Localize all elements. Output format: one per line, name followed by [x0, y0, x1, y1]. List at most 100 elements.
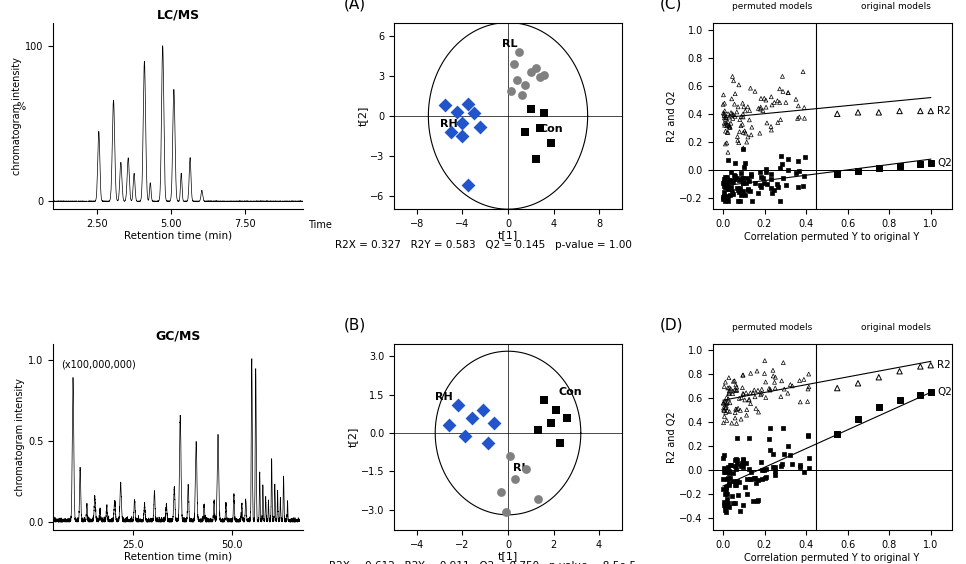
Text: (D): (D) [660, 318, 684, 332]
Point [762, 386, 778, 395]
Point [506, 59, 522, 68]
Point [717, 113, 732, 122]
Point [553, 439, 568, 448]
Point [830, 170, 845, 179]
Point [717, 175, 732, 184]
Point [721, 185, 736, 194]
Point [892, 107, 907, 116]
Point [464, 413, 479, 422]
Point [753, 103, 768, 112]
Text: permuted models: permuted models [731, 323, 812, 332]
Point [759, 118, 775, 127]
Point [735, 99, 751, 108]
Point [731, 477, 747, 486]
Point [719, 399, 734, 408]
Point [797, 153, 812, 162]
Point [719, 121, 734, 130]
Point [732, 183, 748, 192]
Point [923, 361, 938, 370]
Point [717, 173, 732, 182]
Point [764, 169, 780, 178]
Point [758, 95, 774, 104]
Point [725, 177, 741, 186]
Point [717, 464, 732, 473]
Point [735, 187, 751, 196]
Point [735, 143, 751, 152]
Point [748, 474, 763, 483]
Point [721, 148, 736, 157]
Y-axis label: R2 and Q2: R2 and Q2 [667, 411, 676, 462]
Text: Q2: Q2 [937, 158, 952, 168]
Point [724, 177, 740, 186]
Point [723, 398, 738, 407]
Point [717, 500, 732, 509]
Point [781, 88, 796, 97]
Point [759, 179, 775, 188]
Point [913, 107, 928, 116]
Point [743, 399, 758, 408]
Point [736, 162, 752, 171]
Point [720, 120, 735, 129]
Point [753, 104, 768, 113]
Point [779, 180, 794, 190]
Point [722, 389, 737, 398]
Point [722, 386, 737, 395]
Point [735, 383, 751, 392]
Point [758, 168, 774, 177]
Point [717, 406, 732, 415]
Point [777, 385, 792, 394]
Point [735, 112, 751, 121]
Point [719, 118, 734, 127]
Point [751, 386, 766, 395]
Point [729, 477, 745, 486]
Text: R2: R2 [937, 106, 951, 116]
Point [753, 181, 768, 190]
Point [758, 472, 774, 481]
Point [739, 174, 754, 183]
Point [756, 179, 772, 188]
Point [743, 369, 758, 378]
Point [720, 195, 735, 204]
Point [792, 398, 808, 407]
Point [721, 196, 736, 205]
Point [763, 174, 779, 183]
Point [781, 155, 796, 164]
Point [768, 373, 783, 382]
Point [753, 389, 769, 398]
Point [728, 380, 744, 389]
Point [716, 474, 731, 483]
Point [457, 431, 472, 440]
Y-axis label: R2 and Q2: R2 and Q2 [667, 90, 676, 142]
Point [747, 385, 762, 394]
Point [748, 392, 763, 401]
Point [800, 430, 815, 439]
Point [744, 196, 759, 205]
Point [871, 403, 887, 412]
Point [728, 404, 744, 413]
Point [751, 189, 766, 198]
Point [727, 456, 743, 465]
Point [528, 63, 544, 72]
Point [716, 418, 731, 428]
Point [734, 458, 750, 467]
Point [480, 439, 496, 448]
Point [724, 183, 739, 192]
Point [716, 399, 731, 408]
Point [739, 411, 754, 420]
Point [717, 196, 732, 205]
Point [720, 128, 735, 137]
Point [724, 94, 739, 103]
Point [727, 172, 743, 181]
Point [717, 121, 732, 130]
Point [762, 424, 778, 433]
Point [530, 426, 546, 435]
Point [722, 112, 737, 121]
Point [796, 375, 811, 384]
Text: (A): (A) [344, 0, 366, 11]
Point [776, 358, 791, 367]
Point [514, 90, 529, 99]
Point [718, 139, 733, 148]
Point [739, 490, 754, 499]
Point [537, 70, 553, 79]
Point [724, 168, 739, 177]
